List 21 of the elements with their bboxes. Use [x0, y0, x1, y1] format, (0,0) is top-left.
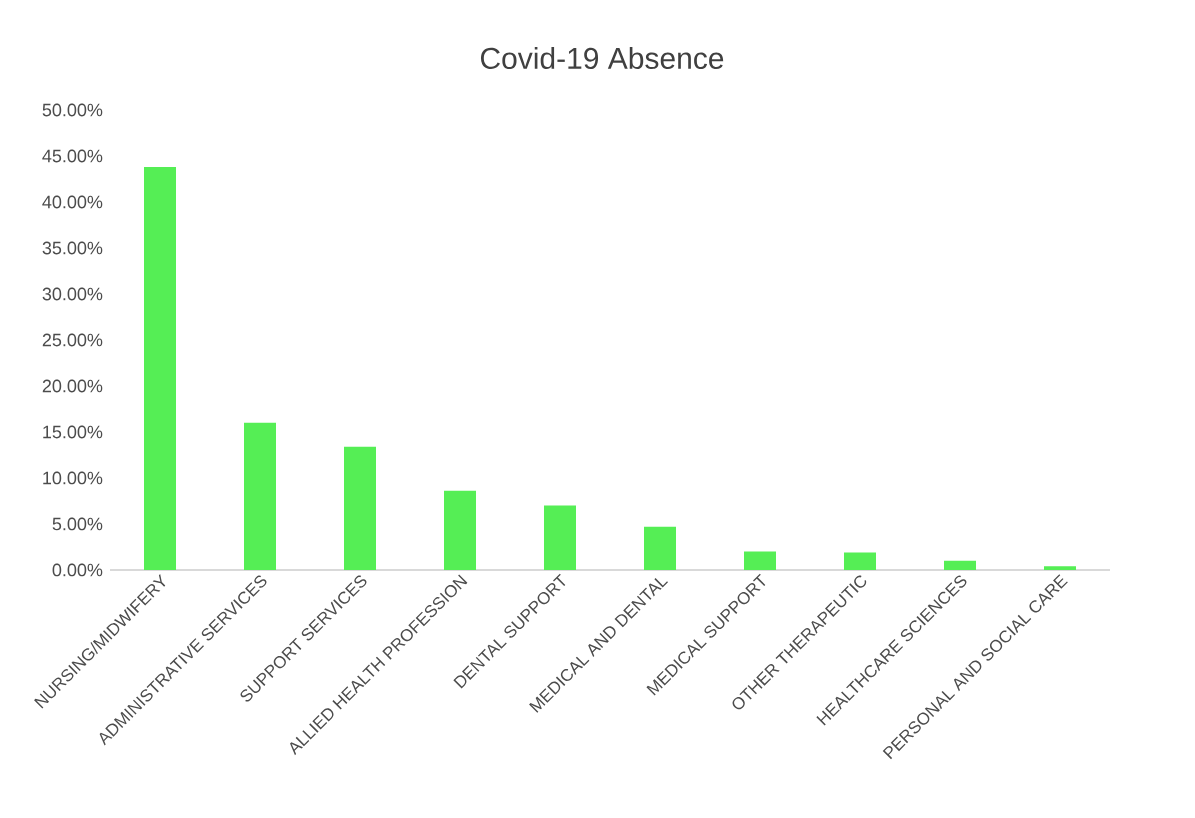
bar — [444, 490, 476, 570]
bar — [744, 551, 776, 570]
y-tick-label: 50.00% — [42, 103, 103, 117]
bar — [344, 446, 376, 570]
y-tick-label: 10.00% — [43, 471, 103, 485]
y-tick-label: 45.00% — [42, 149, 103, 163]
y-tick-label: 15.00% — [43, 425, 103, 439]
y-tick-label: 35.00% — [42, 241, 103, 255]
y-tick-label: 30.00% — [42, 287, 103, 301]
bar — [244, 422, 276, 570]
y-tick-label: 20.00% — [42, 379, 103, 393]
y-tick-label: 40.00% — [42, 195, 103, 209]
bar — [644, 526, 677, 570]
bar — [144, 167, 177, 570]
bar — [544, 505, 576, 570]
y-tick-label: 25.00% — [42, 333, 103, 347]
bar — [944, 560, 977, 570]
bar — [844, 552, 876, 570]
chart-title: Covid-19 Absence — [480, 46, 724, 69]
y-tick-label: 5.00% — [52, 517, 103, 531]
bar — [1044, 566, 1076, 570]
